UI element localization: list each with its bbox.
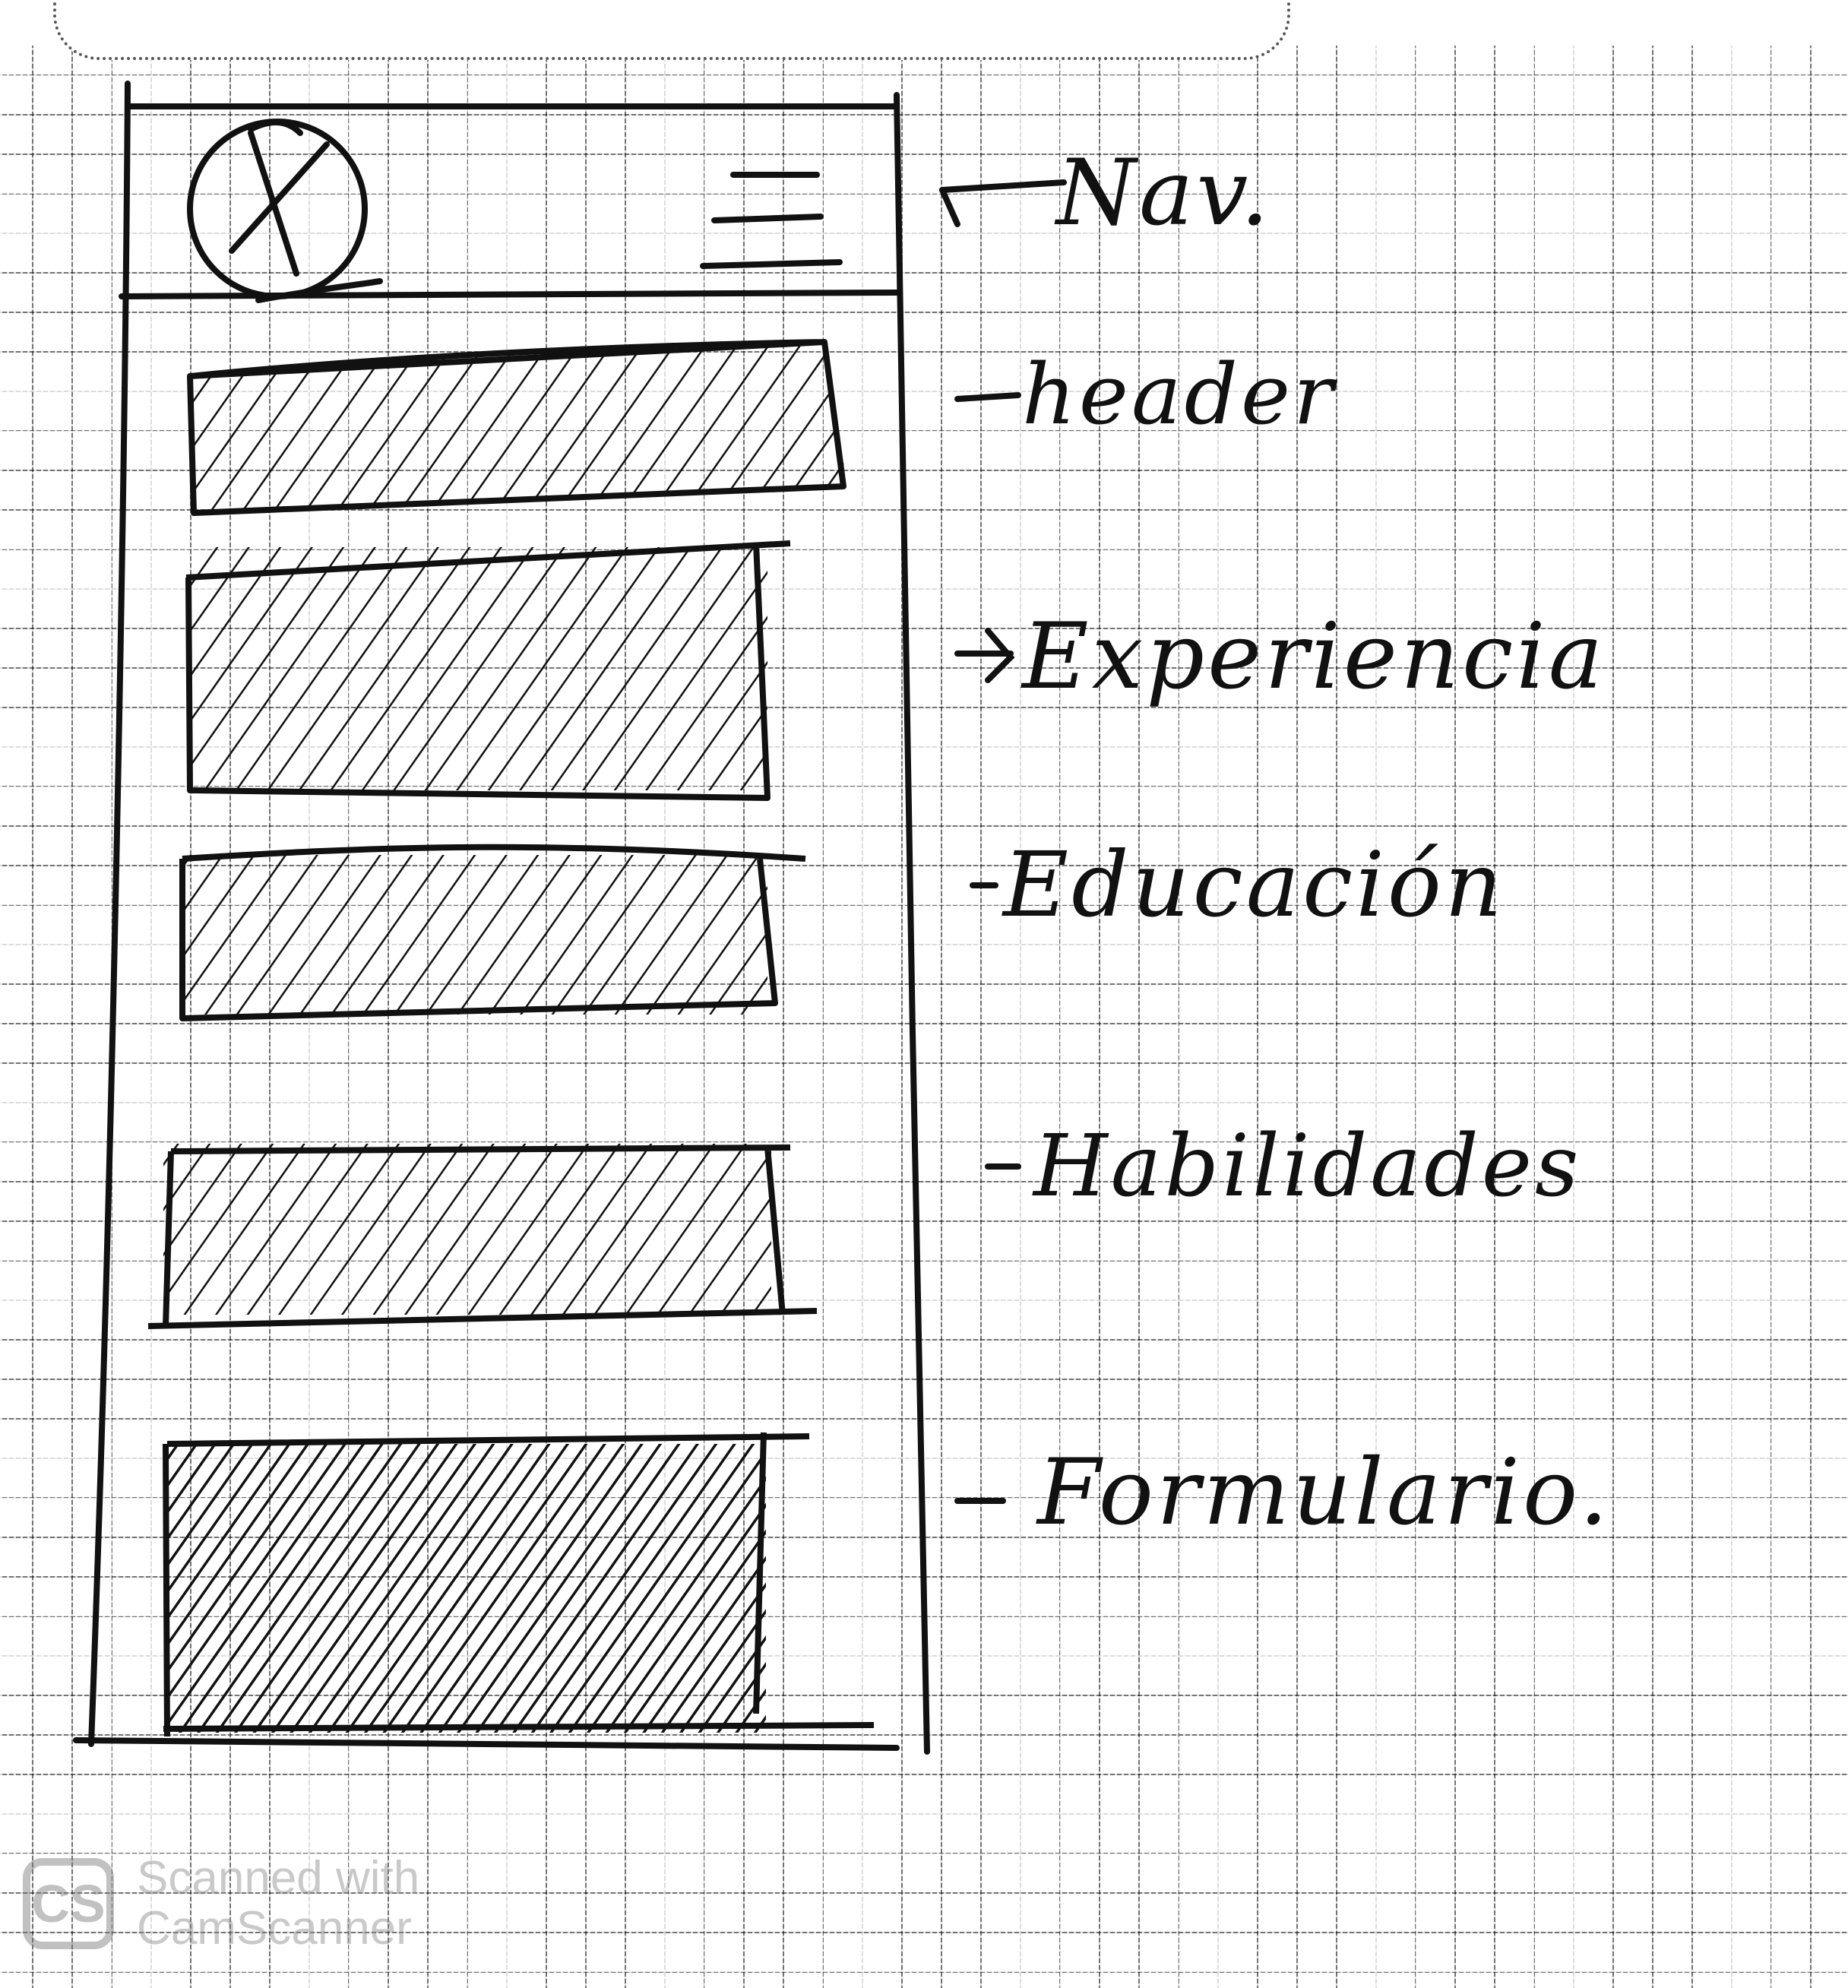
habilidades-block bbox=[147, 1144, 818, 1329]
formulario-block bbox=[163, 1432, 875, 1737]
annotation-header: header bbox=[1022, 346, 1337, 443]
camscanner-watermark: CS Scanned with CamScanner bbox=[23, 1853, 509, 1954]
experiencia-block bbox=[185, 540, 791, 801]
header-block bbox=[187, 339, 847, 516]
educacion-block bbox=[179, 844, 806, 1021]
arrow-nav bbox=[939, 179, 1067, 193]
camscanner-logo-icon: CS bbox=[23, 1858, 114, 1949]
mobile-frame bbox=[73, 81, 930, 1755]
annotation-nav: Nav. bbox=[1056, 141, 1273, 246]
annotation-experiencia: Experiencia bbox=[1022, 604, 1606, 710]
logo-x-stroke-2 bbox=[229, 141, 330, 254]
nav-bar bbox=[119, 119, 900, 303]
watermark-text: Scanned with CamScanner bbox=[137, 1853, 419, 1954]
annotation-educacion: Educación bbox=[1003, 832, 1505, 937]
previous-page-edge bbox=[53, 0, 1290, 60]
watermark-line-2: CamScanner bbox=[137, 1902, 412, 1955]
arrow-header bbox=[954, 392, 1021, 402]
annotation-arrows bbox=[939, 179, 1067, 1504]
hamburger-line-3 bbox=[700, 259, 843, 269]
annotation-habilidades: Habilidades bbox=[1033, 1117, 1582, 1216]
watermark-line-1: Scanned with bbox=[137, 1852, 420, 1904]
annotation-formulario: Formulario. bbox=[1037, 1440, 1612, 1546]
hamburger-line-2 bbox=[711, 214, 824, 223]
